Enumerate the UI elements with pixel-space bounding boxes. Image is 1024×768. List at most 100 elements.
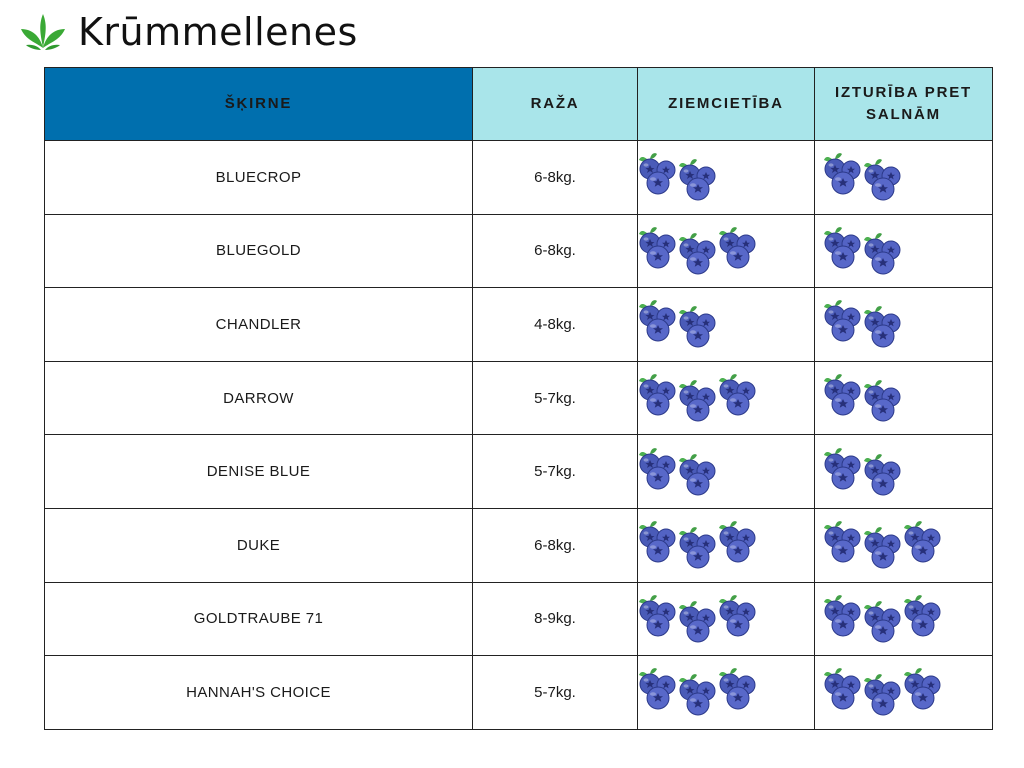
yield-value: 8-9kg. [472,581,638,657]
table-row: HANNAH'S CHOICE 5-7kg. [44,655,993,730]
blueberry-icon [679,306,716,348]
blueberry-icon [864,232,901,275]
blueberry-icon [904,668,941,710]
table-row: BLUECROP 6-8kg. [44,140,993,215]
table-body: BLUECROP 6-8kg. BLUEGOLD 6-8kg. CHANDLER 4-8k… [44,140,993,730]
blueberry-icon [639,153,676,195]
blueberry-icon [824,447,861,490]
frost-hardiness-rating [637,287,815,362]
variety-name: BLUECROP [44,140,473,215]
frost-hardiness-rating [637,655,815,730]
column-header-yield: RAŽA [472,67,638,141]
blueberry-icon [679,159,716,201]
column-header-frost-hardiness: ZIEMCIETĪBA [637,67,815,141]
blueberry-icon [679,674,716,716]
rating-icons [815,583,992,656]
rating-icons [638,141,814,214]
blueberry-icon [904,594,941,637]
blueberry-icon [719,374,756,416]
rating-icons [815,288,992,361]
late-frost-resistance-rating [814,507,993,583]
yield-value: 4-8kg. [472,287,638,362]
blueberry-icon [864,306,901,348]
blueberry-icon [864,453,901,496]
frost-hardiness-rating [637,507,815,583]
blueberry-icon [679,380,716,422]
blueberry-icon [719,226,756,269]
page-title: Krūmmellenes [78,10,358,54]
late-frost-resistance-rating [814,360,993,436]
blueberry-icon [679,232,716,275]
variety-name: HANNAH'S CHOICE [44,655,473,730]
late-frost-resistance-rating [814,287,993,362]
rating-icons [638,362,814,435]
table-row: DARROW 5-7kg. [44,360,993,436]
column-header-late-frost-resistance: IZTURĪBA PRET SALNĀM [814,67,993,141]
blueberry-icon [719,668,756,710]
yield-value: 5-7kg. [472,655,638,730]
table-row: GOLDTRAUBE 71 8-9kg. [44,581,993,657]
yield-value: 5-7kg. [472,360,638,436]
blueberry-icon [864,527,901,569]
blueberry-icon [639,374,676,416]
blueberry-icon [864,674,901,716]
rating-icons [638,288,814,361]
blueberry-icon [679,600,716,643]
blueberry-icon [824,300,861,342]
blueberry-icon [719,594,756,637]
blueberry-icon [824,521,861,563]
rating-icons [815,362,992,435]
blueberry-icon [639,300,676,342]
blueberry-icon [824,153,861,195]
blueberry-icon [824,668,861,710]
blueberry-icon [864,380,901,422]
rating-icons [638,656,814,729]
late-frost-resistance-rating [814,434,993,509]
late-frost-resistance-rating [814,581,993,657]
variety-name: DENISE BLUE [44,434,473,509]
late-frost-resistance-rating [814,140,993,215]
rating-icons [638,509,814,582]
blueberry-icon [639,447,676,490]
rating-icons [815,509,992,582]
late-frost-resistance-rating [814,213,993,289]
variety-name: DUKE [44,507,473,583]
table-row: DENISE BLUE 5-7kg. [44,434,993,509]
blueberry-icon [719,521,756,563]
table-row: CHANDLER 4-8kg. [44,287,993,362]
rating-icons [815,141,992,214]
variety-name: DARROW [44,360,473,436]
blueberry-icon [639,594,676,637]
frost-hardiness-rating [637,434,815,509]
frost-hardiness-rating [637,360,815,436]
yield-value: 6-8kg. [472,140,638,215]
rating-icons [815,656,992,729]
frost-hardiness-rating [637,213,815,289]
rating-icons [638,215,814,288]
blueberry-icon [904,521,941,563]
leaf-sprout-icon [21,14,65,50]
varieties-table: ŠĶIRNE RAŽA ZIEMCIETĪBA IZTURĪBA PRET SA… [44,67,993,730]
table-header-row: ŠĶIRNE RAŽA ZIEMCIETĪBA IZTURĪBA PRET SA… [44,67,993,141]
yield-value: 6-8kg. [472,213,638,289]
variety-name: CHANDLER [44,287,473,362]
column-header-variety: ŠĶIRNE [44,67,473,141]
table-row: BLUEGOLD 6-8kg. [44,213,993,289]
rating-icons [638,435,814,508]
rating-icons [815,435,992,508]
yield-value: 6-8kg. [472,507,638,583]
variety-name: GOLDTRAUBE 71 [44,581,473,657]
blueberry-icon [864,600,901,643]
frost-hardiness-rating [637,581,815,657]
rating-icons [815,215,992,288]
blueberry-icon [679,527,716,569]
blueberry-icon [639,226,676,269]
blueberry-icon [824,594,861,637]
yield-value: 5-7kg. [472,434,638,509]
blueberry-icon [679,453,716,496]
blueberry-icon [824,374,861,416]
blueberry-icon [639,668,676,710]
blueberry-icon [824,226,861,269]
brand-header: Krūmmellenes [20,8,358,56]
frost-hardiness-rating [637,140,815,215]
